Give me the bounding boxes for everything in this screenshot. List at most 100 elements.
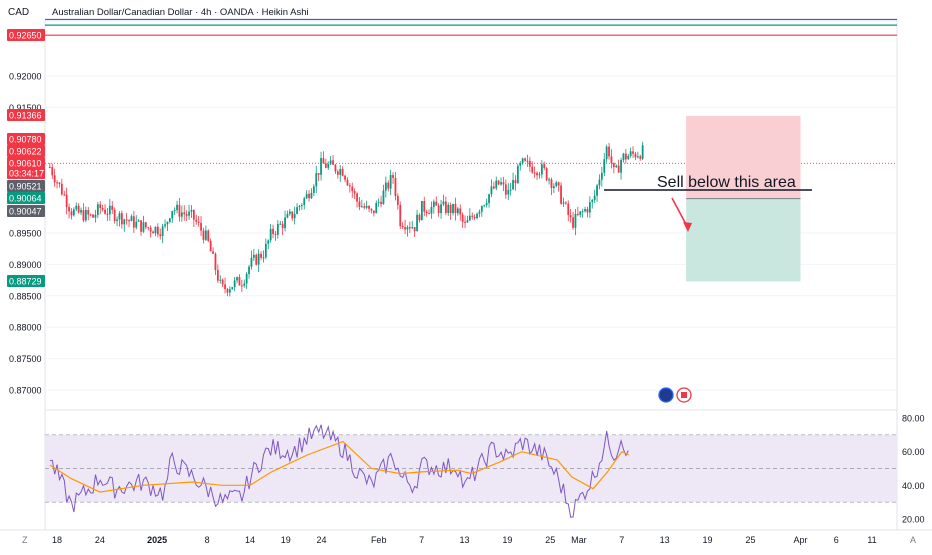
- rsi-panel: [45, 424, 897, 518]
- candle-body: [533, 172, 536, 174]
- candle-body: [627, 155, 630, 160]
- candle-body: [48, 167, 51, 169]
- candle-body: [101, 208, 104, 210]
- candle-body: [200, 222, 202, 231]
- candle-body: [468, 215, 471, 221]
- time-tick-label: 7: [619, 535, 624, 545]
- candle-body: [123, 219, 126, 225]
- candle-body: [588, 202, 591, 213]
- candle-body: [279, 223, 282, 225]
- candle-body: [500, 182, 502, 185]
- candle-body: [257, 253, 260, 265]
- candle-body: [164, 224, 166, 227]
- candle-body: [250, 257, 253, 267]
- candle-body: [317, 173, 320, 175]
- candle-body: [204, 230, 207, 240]
- flag-icons: [658, 387, 692, 403]
- candle-body: [228, 289, 231, 293]
- price-tick-label: 0.89500: [9, 229, 42, 239]
- candle-body: [377, 201, 380, 203]
- candle-body: [507, 189, 510, 195]
- candle-body: [207, 230, 210, 241]
- candle-body: [389, 175, 392, 189]
- price-badge-label: 03:34:17: [9, 169, 44, 179]
- price-badge-label: 0.90047: [9, 207, 42, 217]
- candle-body: [84, 209, 87, 221]
- candle-body: [600, 172, 603, 180]
- candle-body: [480, 206, 483, 212]
- candle-body: [132, 216, 135, 228]
- stop-zone[interactable]: [686, 115, 801, 199]
- candle-body: [51, 167, 54, 176]
- candle-body: [632, 151, 634, 154]
- candle-body: [442, 201, 445, 205]
- candle-body: [526, 160, 529, 162]
- candle-body: [504, 184, 507, 195]
- candle-body: [135, 221, 138, 228]
- price-tick-label: 0.92000: [9, 72, 42, 82]
- price-badge: [7, 192, 45, 204]
- candle-body: [286, 213, 289, 218]
- time-tick-label: 7: [419, 535, 424, 545]
- candle-body: [425, 211, 428, 214]
- candle-body: [274, 233, 277, 235]
- candle-body: [106, 213, 109, 215]
- candle-body: [435, 201, 438, 206]
- candle-body: [428, 213, 430, 215]
- candle-body: [538, 174, 541, 176]
- candle-body: [586, 208, 589, 213]
- candle-body: [183, 212, 186, 215]
- candle-body: [572, 217, 574, 228]
- chart-title: Australian Dollar/Canadian Dollar · 4h ·…: [52, 7, 309, 18]
- candle-body: [310, 192, 313, 199]
- candle-body: [264, 243, 267, 258]
- candle-body: [408, 227, 411, 229]
- candle-body: [519, 163, 522, 166]
- candle-body: [584, 208, 586, 212]
- candle-body: [437, 205, 440, 213]
- candle-body: [459, 208, 462, 215]
- candle-body: [87, 209, 90, 215]
- candle-body: [382, 190, 385, 205]
- candle-body: [190, 209, 193, 212]
- candle-body: [72, 209, 75, 216]
- candle-body: [142, 222, 145, 232]
- candle-body: [137, 220, 140, 222]
- trade-zones: [686, 115, 801, 282]
- candle-body: [478, 211, 481, 214]
- target-zone[interactable]: [686, 198, 801, 282]
- candle-body: [545, 168, 548, 181]
- candle-body: [610, 156, 613, 163]
- candle-body: [495, 180, 498, 189]
- candle-body: [130, 216, 133, 222]
- candle-body: [365, 205, 368, 208]
- candle-body: [569, 215, 572, 218]
- candle-body: [96, 204, 99, 215]
- candle-body: [128, 220, 130, 222]
- timezone-icon[interactable]: Z: [22, 535, 28, 545]
- candle-body: [356, 193, 358, 202]
- candle-body: [339, 168, 342, 175]
- candle-body: [617, 165, 620, 173]
- candle-body: [622, 153, 625, 160]
- candle-body: [634, 153, 637, 158]
- candle-body: [75, 205, 78, 210]
- candle-body: [231, 287, 234, 290]
- price-badge: [7, 205, 45, 217]
- candle-body: [140, 220, 142, 232]
- candle-body: [332, 160, 334, 165]
- candle-body: [620, 159, 622, 173]
- time-tick-label: 13: [660, 535, 670, 545]
- candle-body: [192, 209, 195, 220]
- candle-body: [380, 201, 382, 205]
- rsi-tick-label: 80.00: [902, 414, 925, 424]
- auto-scale-icon[interactable]: A: [910, 535, 916, 545]
- candle-body: [598, 179, 601, 186]
- candle-body: [497, 180, 500, 185]
- candle-body: [63, 194, 66, 196]
- price-badge: [7, 167, 45, 179]
- candle-body: [396, 196, 399, 206]
- price-badge-label: 0.90610: [9, 159, 42, 169]
- candle-body: [322, 158, 325, 164]
- candle-body: [567, 203, 570, 216]
